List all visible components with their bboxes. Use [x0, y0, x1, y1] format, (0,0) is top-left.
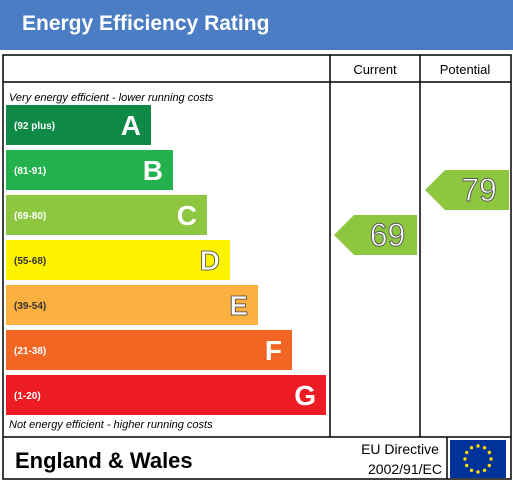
band-letter: A — [121, 110, 141, 141]
directive-line-1: EU Directive — [361, 441, 439, 457]
top-note: Very energy efficient - lower running co… — [9, 92, 214, 104]
column-header-potential: Potential — [440, 62, 491, 77]
band-range-label: (55-68) — [14, 256, 46, 267]
band-letter: B — [143, 155, 163, 186]
band-bar — [6, 240, 230, 280]
band-letter: G — [294, 380, 316, 411]
band-bar — [6, 195, 207, 235]
band-letter: E — [229, 290, 248, 321]
band-range-label: (81-91) — [14, 166, 46, 177]
band-bar — [6, 330, 292, 370]
region-label: England & Wales — [15, 448, 193, 473]
eu-flag-icon — [450, 440, 506, 478]
chart-frame — [2, 54, 512, 480]
current-rating-value: 69 — [370, 217, 406, 253]
directive-line-2: 2002/91/EC — [368, 461, 442, 477]
header-bar: Energy Efficiency Rating — [0, 0, 513, 50]
current-rating-arrow — [334, 215, 417, 255]
band-range-label: (21-38) — [14, 346, 46, 357]
band-d: (55-68) D — [6, 240, 230, 280]
band-range-label: (1-20) — [14, 391, 41, 402]
column-header-current: Current — [353, 62, 397, 77]
potential-rating-arrow — [425, 170, 509, 210]
outer-frame — [2, 54, 512, 480]
band-c: (69-80) C — [6, 195, 207, 235]
band-range-label: (69-80) — [14, 211, 46, 222]
band-bar — [6, 105, 151, 145]
band-range-label: (39-54) — [14, 301, 46, 312]
bottom-note: Not energy efficient - higher running co… — [9, 419, 213, 431]
band-a: (92 plus) A — [6, 105, 151, 145]
band-b: (81-91) B — [6, 150, 173, 190]
potential-rating-value: 79 — [461, 172, 497, 208]
band-letter: C — [177, 200, 197, 231]
page-title: Energy Efficiency Rating — [22, 12, 270, 35]
band-f: (21-38) F — [6, 330, 292, 370]
potential-rating: 79 — [425, 170, 509, 210]
band-letter: D — [200, 245, 220, 276]
band-bar — [6, 285, 258, 325]
band-bar — [6, 150, 173, 190]
rating-bands: (92 plus) A (81-91) B (69-80) C (55-68) D (39-54… — [6, 105, 326, 415]
band-g: (1-20) G — [6, 375, 326, 415]
current-rating: 69 — [334, 215, 417, 255]
band-letter: F — [265, 335, 282, 366]
band-range-label: (92 plus) — [14, 121, 55, 132]
band-bar — [6, 375, 326, 415]
rating-indicators: 69 79 — [334, 170, 509, 255]
band-e: (39-54) E — [6, 285, 258, 325]
